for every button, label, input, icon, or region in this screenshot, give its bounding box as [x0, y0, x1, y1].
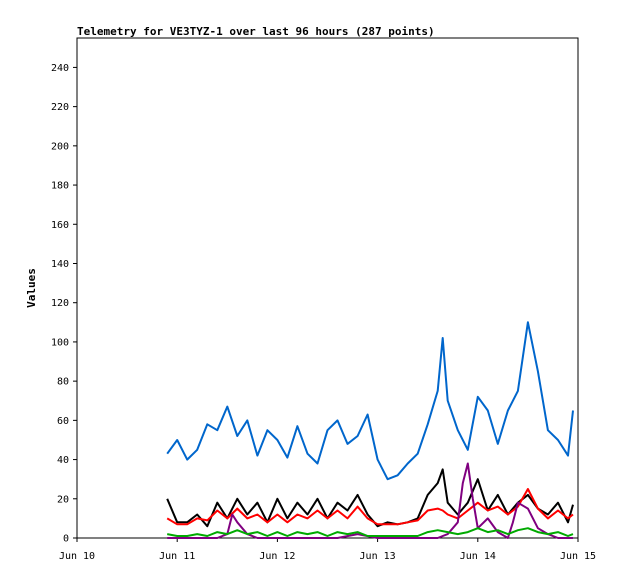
- x-axis: Jun 10 Jun 11 Jun 12 Jun 13 Jun 14 Jun 15: [59, 538, 596, 562]
- y-tick-label: 200: [51, 141, 69, 152]
- y-tick-label: 180: [51, 181, 69, 192]
- series-line-5: [167, 527, 574, 537]
- y-tick-label: 120: [51, 298, 69, 309]
- y-axis-label: Values: [25, 268, 38, 308]
- y-tick-label: 20: [57, 494, 69, 505]
- x-tick-label: Jun 13: [360, 551, 396, 562]
- chart-title: Telemetry for VE3TYZ-1 over last 96 hour…: [77, 25, 435, 38]
- y-axis: 0 20 40 60 80 100 120 140 160 180 200 220 240: [51, 63, 77, 545]
- x-tick-label: Jun 15: [560, 551, 596, 562]
- y-tick-label: 0: [63, 534, 69, 545]
- y-tick-label: 100: [51, 337, 69, 348]
- x-tick-label: Jun 10: [59, 551, 95, 562]
- series-layer: [166, 321, 574, 539]
- x-tick-label: Jun 14: [460, 551, 496, 562]
- series-line-1: [166, 321, 574, 481]
- series-line-3: [166, 488, 574, 526]
- x-tick-label: Jun 11: [159, 551, 195, 562]
- series-line-4: [167, 462, 573, 539]
- y-tick-label: 160: [51, 220, 69, 231]
- y-tick-label: 220: [51, 102, 69, 113]
- x-tick-label: Jun 12: [259, 551, 295, 562]
- y-tick-label: 240: [51, 63, 69, 74]
- plot-frame: [76, 37, 579, 539]
- y-tick-label: 80: [57, 377, 69, 388]
- y-tick-label: 60: [57, 416, 69, 427]
- y-tick-label: 140: [51, 259, 69, 270]
- y-tick-label: 40: [57, 455, 69, 466]
